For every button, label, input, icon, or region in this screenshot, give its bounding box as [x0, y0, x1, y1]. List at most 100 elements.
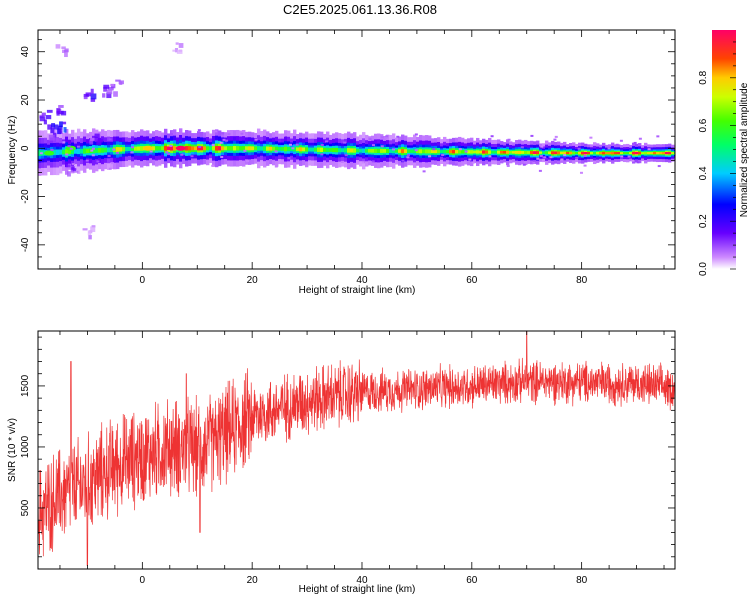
- spectrogram-speckle: [222, 138, 226, 141]
- spectrogram-cell: [125, 146, 129, 152]
- snr-frame: [37, 330, 676, 570]
- spectrogram-x-tick-label: 0: [140, 275, 146, 286]
- spectrogram-cell: [395, 149, 399, 153]
- spectrogram-speckle: [180, 153, 184, 156]
- spectrogram-blob: [102, 93, 106, 98]
- spectrogram-cell: [587, 152, 591, 155]
- spectrogram-speckle: [638, 137, 642, 140]
- spectrogram-speckle: [39, 152, 43, 155]
- spectrogram-speckle: [287, 157, 291, 160]
- spectrogram-cell: [638, 151, 642, 155]
- spectrogram-cell: [278, 146, 282, 151]
- spectrogram-cell: [374, 148, 378, 153]
- spectrogram-cell: [488, 150, 492, 154]
- spectrogram-speckle: [320, 144, 324, 147]
- spectrogram-speckle: [149, 150, 153, 153]
- spectrogram-speckle: [530, 134, 534, 137]
- spectrogram-cell: [575, 151, 579, 155]
- spectrogram-cell: [308, 147, 312, 152]
- spectrogram-speckle: [579, 171, 583, 174]
- spectrogram-speckle: [549, 156, 553, 159]
- spectrogram-cell: [329, 148, 333, 152]
- spectrogram-cell: [656, 152, 660, 155]
- spectrogram-cell: [272, 146, 276, 151]
- spectrogram-cell: [92, 147, 96, 154]
- spectrogram-cell: [188, 146, 192, 151]
- spectrogram-cell: [335, 147, 339, 153]
- spectrogram-speckle: [458, 148, 462, 151]
- spectrogram-cell: [302, 147, 306, 152]
- spectrogram-speckle: [471, 161, 475, 164]
- spectrogram-cell: [476, 150, 480, 154]
- spectrogram-cell: [470, 150, 474, 154]
- spectrogram-cell: [371, 148, 375, 153]
- spectrogram-cell: [86, 148, 90, 154]
- spectrogram-cell: [416, 149, 420, 154]
- spectrogram-speckle: [454, 163, 458, 166]
- spectrogram-speckle: [107, 155, 111, 158]
- spectrogram-speckle: [91, 154, 95, 157]
- spectrogram-speckle: [583, 164, 587, 167]
- spectrogram-speckle: [87, 134, 91, 137]
- spectrogram-cell: [434, 149, 438, 154]
- spectrogram-blob: [107, 89, 113, 95]
- spectrogram-cell: [542, 151, 546, 154]
- spectrogram-cell: [617, 152, 621, 155]
- spectrogram-cell: [641, 152, 645, 155]
- spectrogram-blob: [178, 43, 184, 48]
- spectrogram-cell: [659, 152, 663, 155]
- spectrogram-blob: [90, 93, 97, 100]
- spectrogram-cell: [491, 150, 495, 154]
- spectrogram-speckle: [647, 148, 651, 151]
- spectrogram-blob: [60, 110, 67, 116]
- spectrogram-x-axis-title: Height of straight line (km): [299, 285, 416, 296]
- spectrogram-speckle: [108, 167, 112, 170]
- spectrogram-speckle: [220, 156, 224, 159]
- spectrogram-cell: [185, 146, 189, 151]
- spectrogram-speckle: [254, 138, 258, 141]
- spectrogram-cell: [635, 151, 639, 155]
- spectrogram-blob: [88, 234, 92, 240]
- spectrogram-blob: [110, 83, 116, 89]
- spectrogram-speckle: [385, 135, 389, 138]
- spectrogram-cell: [296, 147, 300, 152]
- spectrogram-cell: [380, 148, 384, 153]
- spectrogram-cell: [518, 150, 522, 154]
- spectrogram-cell: [161, 146, 165, 151]
- spectrogram-cell: [287, 146, 291, 152]
- spectrogram-speckle: [432, 148, 436, 151]
- spectrogram-speckle: [243, 149, 247, 152]
- spectrogram-cell: [533, 151, 537, 154]
- spectrogram-cell: [398, 149, 402, 153]
- spectrogram-cell: [248, 146, 252, 151]
- spectrogram-speckle: [69, 147, 73, 150]
- spectrogram-speckle: [225, 139, 229, 142]
- spectrogram-speckle: [325, 140, 329, 143]
- spectrogram-cell: [584, 151, 588, 155]
- spectrogram-cell: [224, 146, 228, 151]
- spectrogram-cell: [251, 146, 255, 151]
- spectrogram-blob: [90, 226, 96, 233]
- spectrogram-cell: [311, 147, 315, 152]
- spectrogram-speckle: [428, 155, 432, 158]
- snr-x-tick-label: 0: [140, 575, 146, 586]
- spectrogram-blob: [50, 127, 55, 134]
- spectrogram-cell: [62, 149, 66, 155]
- spectrogram-blob: [72, 168, 77, 172]
- spectrogram-cell: [53, 149, 57, 156]
- spectrogram-cell: [449, 150, 453, 154]
- spectrogram-cell: [152, 146, 156, 151]
- spectrogram-speckle: [384, 137, 388, 140]
- spectrogram-speckle: [214, 130, 218, 133]
- spectrogram-blob: [58, 128, 63, 134]
- spectrogram-blob: [46, 109, 53, 113]
- spectrogram-blob: [107, 86, 114, 91]
- spectrogram-y-tick-label: 20: [20, 94, 31, 106]
- spectrogram-cell: [497, 150, 501, 154]
- spectrogram-blob: [96, 140, 102, 145]
- spectrogram-blob: [97, 138, 103, 143]
- spectrogram-blob: [174, 48, 179, 53]
- snr-y-tick-label: 1500: [20, 374, 31, 397]
- snr-y-tick-label: 1000: [20, 435, 31, 458]
